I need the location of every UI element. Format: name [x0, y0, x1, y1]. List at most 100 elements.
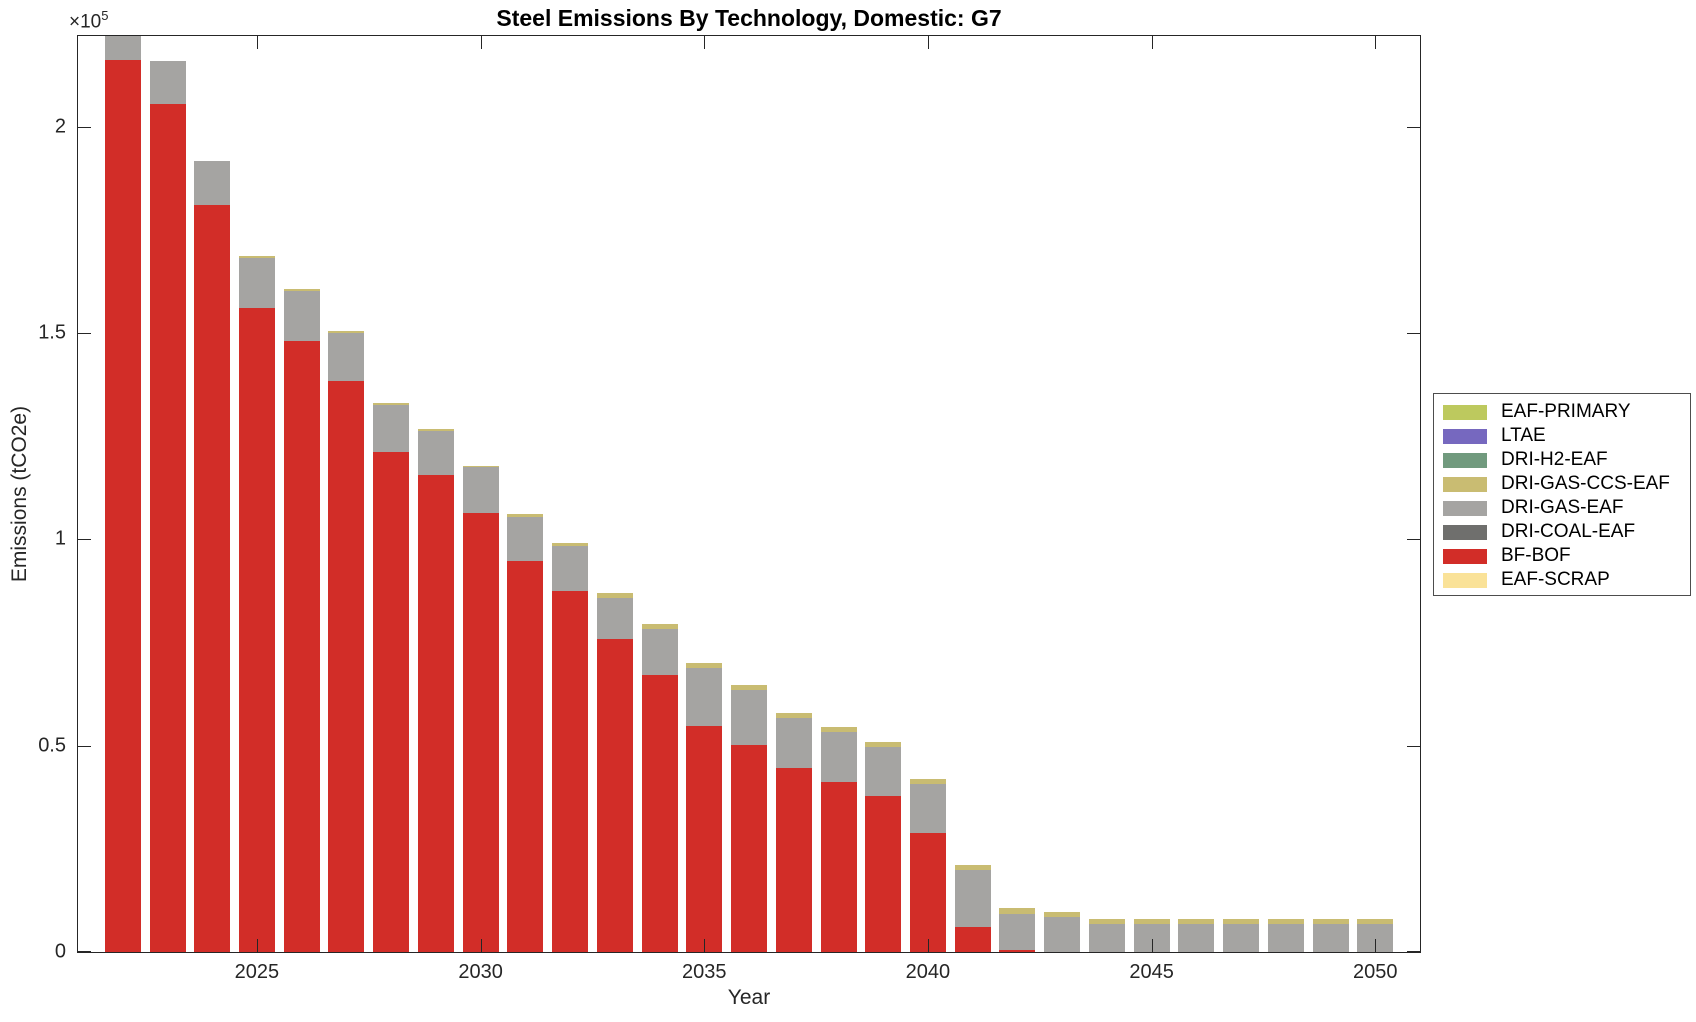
left-y-tick: [78, 951, 91, 952]
top-x-tick: [704, 36, 706, 49]
legend-swatch: [1443, 452, 1487, 468]
bar-segment: [552, 543, 589, 547]
bar-segment: [328, 332, 365, 381]
legend-label: LTAE: [1501, 425, 1546, 446]
bar-segment: [1044, 917, 1081, 952]
bar-segment: [775, 768, 812, 952]
bar-segment: [865, 795, 902, 952]
bar-segment: [865, 741, 902, 747]
y-exponent-base: ×10: [69, 11, 102, 33]
bar-segment: [194, 205, 231, 952]
legend-swatch: [1443, 476, 1487, 492]
bar-segment: [507, 513, 544, 518]
bar-segment: [999, 907, 1036, 914]
right-y-tick: [1407, 951, 1420, 952]
bar-segment: [865, 746, 902, 796]
bar-segment: [596, 593, 633, 599]
x-tick-label: 2030: [458, 961, 503, 983]
bar-segment: [1178, 918, 1215, 924]
bar-segment: [373, 402, 410, 405]
bar-segment: [596, 598, 633, 639]
bar-segment: [373, 404, 410, 452]
left-y-tick: [78, 126, 91, 128]
bar-segment: [731, 744, 767, 952]
bar-segment: [1088, 923, 1125, 952]
x-axis-label: Year: [727, 986, 771, 1009]
bar-segment: [909, 783, 946, 834]
legend-item: DRI-GAS-CCS-EAF: [1434, 472, 1690, 496]
bar-segment: [104, 59, 141, 952]
bar-segment: [596, 638, 633, 952]
bar-segment: [417, 428, 454, 431]
legend-label: EAF-SCRAP: [1501, 569, 1610, 590]
bar-segment: [909, 778, 946, 784]
bar-segment: [731, 690, 767, 745]
legend-label: DRI-GAS-EAF: [1501, 497, 1624, 518]
left-y-tick: [78, 333, 91, 335]
bar-segment: [552, 546, 589, 592]
top-x-tick: [927, 36, 929, 49]
bar-segment: [1312, 918, 1349, 924]
bar-segment: [820, 727, 857, 733]
bar-segment: [775, 717, 812, 769]
bar-segment: [954, 869, 991, 928]
x-tick-label: 2050: [1353, 961, 1398, 983]
y-tick-label: 1.5: [38, 321, 66, 344]
bar-segment: [686, 667, 723, 726]
bar-segment: [999, 913, 1036, 951]
bar-segment: [1223, 923, 1260, 952]
bar-segment: [238, 256, 275, 258]
left-y-tick: [78, 539, 91, 541]
bar-segment: [462, 513, 499, 952]
legend-swatch: [1443, 404, 1487, 420]
bottom-x-tick: [1375, 939, 1377, 952]
top-x-tick: [1375, 36, 1377, 49]
legend-item: DRI-GAS-EAF: [1434, 496, 1690, 520]
x-tick-label: 2035: [682, 961, 727, 983]
bar-segment: [417, 475, 454, 952]
legend-item: BF-BOF: [1434, 544, 1690, 568]
x-tick-label: 2040: [905, 961, 951, 983]
legend-item: DRI-COAL-EAF: [1434, 520, 1690, 544]
y-exponent-power: 5: [101, 8, 109, 23]
top-x-tick: [256, 36, 258, 49]
legend-label: DRI-GAS-CCS-EAF: [1501, 473, 1670, 494]
y-tick-label: 2: [54, 115, 66, 138]
left-y-tick: [78, 745, 91, 747]
bar-segment: [954, 864, 991, 870]
legend-item: EAF-SCRAP: [1434, 568, 1690, 592]
bar-segment: [552, 591, 589, 952]
right-y-tick: [1407, 539, 1420, 541]
bar-segment: [149, 103, 186, 952]
bar-segment: [328, 380, 365, 952]
bar-segment: [1312, 923, 1349, 952]
legend-label: EAF-PRIMARY: [1501, 401, 1631, 422]
bar-segment: [328, 331, 365, 333]
legend-label: DRI-COAL-EAF: [1501, 521, 1636, 542]
bar-segment: [507, 561, 544, 952]
bar-segment: [283, 340, 320, 952]
bar-segment: [283, 291, 320, 341]
bar-segment: [954, 927, 991, 952]
legend: EAF-PRIMARY LTAE DRI-H2-EAF DRI-GAS-CCS-EAF…: [1433, 393, 1691, 596]
bar-segment: [194, 161, 231, 206]
bar-segment: [149, 60, 186, 104]
bar-segment: [1044, 912, 1081, 918]
bar-segment: [775, 712, 812, 718]
legend-swatch: [1443, 524, 1487, 540]
bottom-x-tick: [704, 939, 706, 952]
top-x-tick: [480, 36, 482, 49]
x-tick-label: 2045: [1129, 961, 1174, 983]
top-x-tick: [1151, 36, 1153, 49]
legend-item: EAF-PRIMARY: [1434, 400, 1690, 424]
bar-segment: [1267, 923, 1304, 952]
bar-segment: [283, 289, 320, 291]
bar-segment: [909, 833, 946, 952]
bar-segment: [820, 732, 857, 783]
bar-segment: [238, 308, 275, 952]
bar-segment: [417, 430, 454, 476]
bottom-x-tick: [256, 939, 258, 952]
bar-segment: [731, 685, 767, 691]
